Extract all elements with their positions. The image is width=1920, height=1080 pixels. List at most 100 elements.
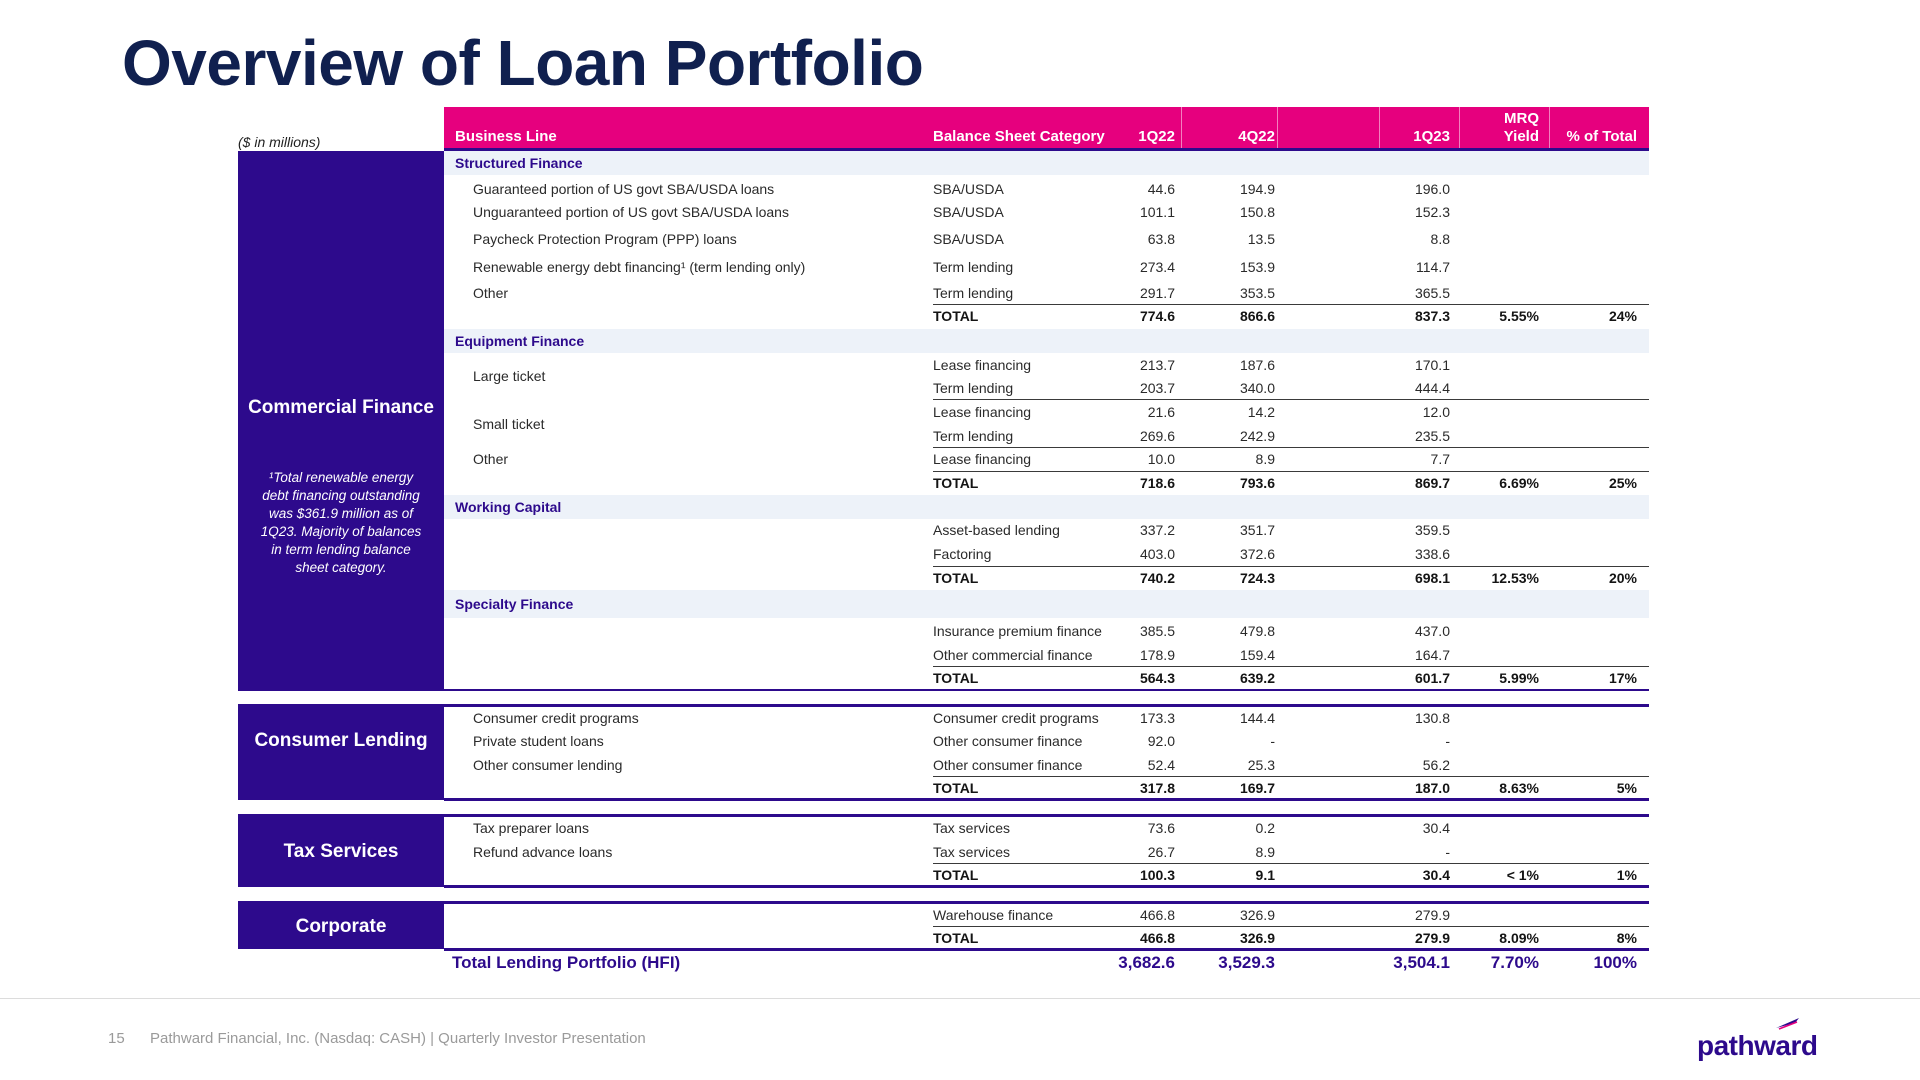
cell-pct-total: 8%	[1616, 930, 1637, 946]
header-pct-total: % of Total	[1566, 128, 1637, 145]
renewable-footnote: ¹Total renewable energy debt financing o…	[260, 470, 422, 575]
table-row: Paycheck Protection Program (PPP) loans …	[444, 228, 1649, 250]
cell-1q23: 56.2	[1422, 757, 1450, 773]
table-row: Refund advance loans Tax services 26.7 8…	[444, 841, 1649, 863]
segment-commercial-finance: Commercial Finance ¹Total renewable ener…	[238, 151, 444, 691]
table-row-total: TOTAL 740.2 724.3 698.1 12.53% 20%	[444, 567, 1649, 589]
table-row: Insurance premium finance 385.5 479.8 43…	[444, 620, 1649, 642]
cell-4q22: 153.9	[1239, 259, 1275, 275]
segment-label: Commercial Finance	[248, 397, 434, 418]
cell-1q23: 359.5	[1414, 522, 1450, 538]
table-row: Unguaranteed portion of US govt SBA/USDA…	[444, 201, 1649, 223]
grand-total-1q22: 3,682.6	[1118, 953, 1175, 972]
cell-1q23: 279.9	[1414, 930, 1450, 946]
cell-4q22: -	[1270, 733, 1275, 749]
cell-total-label: TOTAL	[933, 867, 979, 883]
cell-4q22: 372.6	[1239, 546, 1275, 562]
cell-1q23: 170.1	[1414, 357, 1450, 373]
row-divider	[933, 863, 1649, 864]
cell-category: Other consumer finance	[933, 757, 1083, 773]
cell-1q22: 26.7	[1147, 844, 1175, 860]
cell-4q22: 144.4	[1239, 710, 1275, 726]
cell-business-line: Large ticket	[473, 368, 546, 384]
table-row: Term lending 269.6 242.9 235.5	[444, 425, 1649, 447]
cell-4q22: 793.6	[1239, 475, 1275, 491]
row-divider	[933, 447, 1649, 448]
segment-tax-services: Tax Services	[238, 817, 444, 887]
cell-category: Factoring	[933, 546, 992, 562]
page-number: 15	[108, 1030, 125, 1047]
cell-1q23: 338.6	[1414, 546, 1450, 562]
table-row-total: TOTAL 466.8 326.9 279.9 8.09% 8%	[444, 927, 1649, 949]
cell-1q22: 269.6	[1139, 428, 1175, 444]
table-row: Warehouse finance 466.8 326.9 279.9	[444, 904, 1649, 926]
grand-total-yield: 7.70%	[1490, 953, 1539, 972]
cell-category: Lease financing	[933, 404, 1032, 420]
grand-total-pct: 100%	[1593, 953, 1637, 972]
cell-1q22: 718.6	[1139, 475, 1175, 491]
footer-text: Pathward Financial, Inc. (Nasdaq: CASH) …	[150, 1030, 646, 1047]
grand-total-label: Total Lending Portfolio (HFI)	[452, 953, 681, 972]
cell-yield: < 1%	[1506, 867, 1539, 883]
group-working-capital: Working Capital	[444, 495, 1649, 519]
cell-category: Term lending	[933, 285, 1014, 301]
cell-1q23: 365.5	[1414, 285, 1450, 301]
cell-4q22: 187.6	[1239, 357, 1275, 373]
cell-business-line: Renewable energy debt financing¹ (term l…	[473, 259, 806, 275]
cell-category: SBA/USDA	[933, 204, 1004, 220]
table-row-total: TOTAL 317.8 169.7 187.0 8.63% 5%	[444, 777, 1649, 799]
cell-business-line: Other consumer lending	[473, 757, 623, 773]
cell-category: Tax services	[933, 844, 1011, 860]
cell-category: Other commercial finance	[933, 647, 1093, 663]
cell-yield: 5.55%	[1499, 308, 1539, 324]
divider	[444, 885, 1649, 888]
cell-4q22: 14.2	[1247, 404, 1275, 420]
cell-4q22: 351.7	[1239, 522, 1275, 538]
table-row: Private student loans Other consumer fin…	[444, 730, 1649, 752]
divider	[238, 814, 1649, 817]
cell-business-line: Other	[473, 285, 509, 301]
cell-category: Consumer credit programs	[933, 710, 1099, 726]
group-label: Structured Finance	[455, 155, 583, 171]
cell-1q22: 385.5	[1139, 623, 1175, 639]
cell-category: Asset-based lending	[933, 522, 1060, 538]
cell-4q22: 724.3	[1239, 570, 1275, 586]
grand-total-4q22: 3,529.3	[1218, 953, 1275, 972]
table-row-total: TOTAL 774.6 866.6 837.3 5.55% 24%	[444, 305, 1649, 327]
cell-1q22: 178.9	[1139, 647, 1175, 663]
cell-1q23: 30.4	[1422, 867, 1450, 883]
footer-divider	[0, 998, 1920, 999]
cell-yield: 8.63%	[1499, 780, 1539, 796]
cell-category: Other consumer finance	[933, 733, 1083, 749]
table-row: Consumer credit programs Consumer credit…	[444, 707, 1649, 729]
table-row: Other Term lending 291.7 353.5 365.5	[444, 282, 1649, 304]
cell-pct-total: 24%	[1608, 308, 1637, 324]
row-divider	[933, 666, 1649, 667]
cell-1q23: 279.9	[1414, 907, 1450, 923]
cell-pct-total: 1%	[1616, 867, 1637, 883]
cell-1q23: 30.4	[1422, 820, 1450, 836]
cell-pct-total: 25%	[1608, 475, 1637, 491]
cell-1q22: 63.8	[1147, 231, 1175, 247]
cell-1q22: 317.8	[1139, 780, 1175, 796]
cell-1q22: 173.3	[1139, 710, 1175, 726]
cell-category: Insurance premium finance	[933, 623, 1102, 639]
cell-business-line: Unguaranteed portion of US govt SBA/USDA…	[473, 204, 789, 220]
cell-1q22: 44.6	[1147, 181, 1175, 197]
cell-1q22: 101.1	[1139, 204, 1175, 220]
cell-total-label: TOTAL	[933, 308, 979, 324]
cell-4q22: 340.0	[1239, 380, 1275, 396]
header-yield-line2: Yield	[1503, 128, 1539, 145]
grand-total-row: Total Lending Portfolio (HFI) 3,682.6 3,…	[444, 950, 1649, 976]
row-divider	[933, 926, 1649, 927]
cell-4q22: 8.9	[1255, 844, 1275, 860]
divider	[238, 704, 1649, 707]
cell-category: Lease financing	[933, 357, 1032, 373]
segment-label: Corporate	[295, 916, 387, 937]
cell-yield: 8.09%	[1499, 930, 1539, 946]
divider	[238, 901, 1649, 904]
table-row: Renewable energy debt financing¹ (term l…	[444, 256, 1649, 278]
cell-4q22: 150.8	[1239, 204, 1275, 220]
cell-4q22: 169.7	[1239, 780, 1275, 796]
cell-total-label: TOTAL	[933, 930, 979, 946]
